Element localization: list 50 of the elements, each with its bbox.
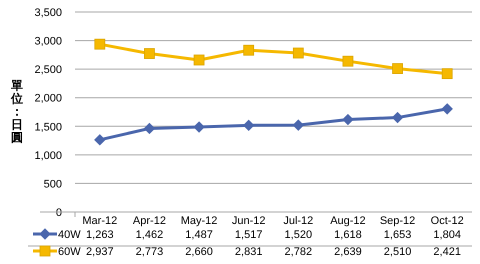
point [94,38,106,50]
data-label: 2,773 [136,246,164,258]
y-tick-label: 1,000 [34,150,62,162]
point [194,122,205,133]
y-tick-label: 3,500 [34,7,62,19]
point [442,68,453,80]
point [144,48,155,59]
point [243,120,254,131]
point [292,48,304,58]
point [442,103,453,114]
x-tick-label: Jun-12 [232,215,266,227]
point [243,44,254,56]
point [292,120,304,131]
data-label: 1,520 [284,229,312,241]
point [342,56,354,67]
data-label: 2,782 [284,246,312,258]
data-label: 2,660 [185,246,213,258]
data-label: 1,517 [234,229,262,241]
point [194,54,204,66]
data-label: 2,937 [86,246,114,258]
x-tick-label: Mar-12 [82,215,118,227]
point [94,134,106,146]
x-tick-label: May-12 [180,215,218,227]
x-tick-label: Sep-12 [380,215,416,227]
data-label: 2,421 [433,246,461,258]
x-tick-label: Jul-12 [283,215,314,227]
data-label: 1,618 [334,229,362,241]
data-label: 2,831 [234,246,262,258]
legend-label: 60W [58,246,82,258]
y-tick-label: 2,500 [34,64,62,76]
point [342,114,354,126]
x-tick-label: Apr-12 [132,215,166,227]
x-tick-label: Aug-12 [330,215,366,227]
y-tick-label: 3,000 [34,36,62,48]
data-label: 1,804 [433,229,461,241]
data-label: 2,639 [334,246,362,258]
point [392,63,403,74]
data-label: 1,263 [86,229,114,241]
data-label: 1,653 [384,229,412,241]
y-tick-label: 500 [44,178,62,190]
point [144,122,155,134]
data-label: 1,487 [185,229,213,241]
y-tick-label: 1,500 [34,121,62,134]
point [392,112,404,124]
y-tick-label: 2,000 [34,92,62,105]
data-label: 2,510 [384,246,412,258]
legend-label: 40W [58,229,82,241]
x-tick-label: Oct-12 [430,215,464,227]
data-label: 1,462 [136,229,164,241]
ylabel: 單位：日圓 [11,78,23,144]
